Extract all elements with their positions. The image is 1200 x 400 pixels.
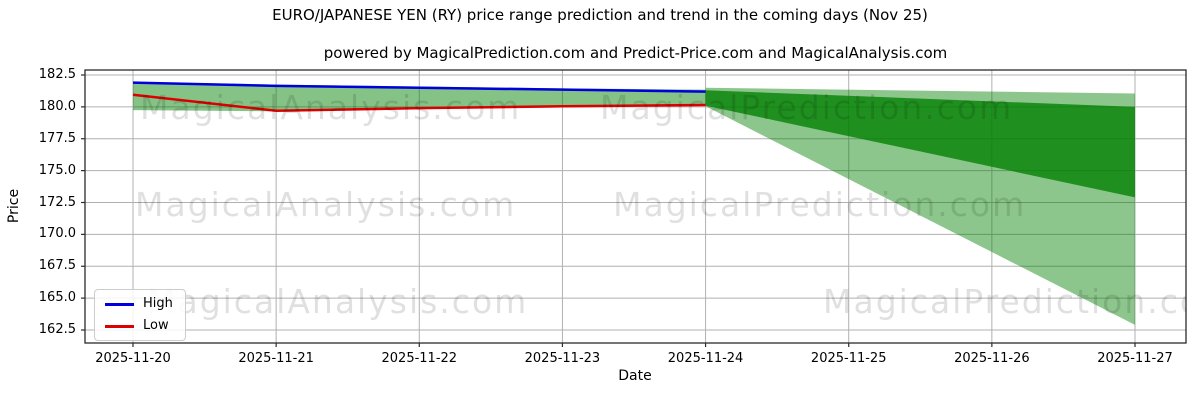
y-tick-label: 177.5 bbox=[38, 130, 76, 146]
x-tick-label: 2025-11-27 bbox=[1097, 351, 1173, 366]
x-tick-label: 2025-11-22 bbox=[381, 351, 458, 366]
high-line bbox=[132, 81, 706, 93]
y-tick-label: 172.5 bbox=[38, 194, 76, 210]
legend-label-high: High bbox=[143, 296, 173, 311]
x-tick-label: 2025-11-20 bbox=[95, 351, 171, 366]
x-tick-label: 2025-11-26 bbox=[954, 351, 1030, 366]
x-tick-label: 2025-11-23 bbox=[524, 351, 601, 366]
y-tick-label: 182.5 bbox=[38, 67, 76, 82]
legend-item-low: Low bbox=[105, 319, 173, 333]
forecast-inner-band bbox=[705, 90, 1135, 198]
y-tick-label: 165.0 bbox=[38, 290, 76, 306]
legend-item-high: High bbox=[105, 297, 173, 311]
x-tick-label: 2025-11-21 bbox=[238, 351, 314, 366]
x-tick-label: 2025-11-25 bbox=[810, 351, 887, 366]
high-line-swatch bbox=[105, 302, 134, 306]
chart-subtitle: powered by MagicalPrediction.com and Pre… bbox=[323, 44, 948, 62]
legend: High Low bbox=[94, 289, 186, 341]
y-axis-label: Price bbox=[6, 188, 22, 224]
legend-label-low: Low bbox=[143, 318, 169, 333]
chart-title: EURO/JAPANESE YEN (RY) price range predi… bbox=[272, 6, 928, 24]
low-line bbox=[132, 93, 706, 112]
y-tick-label: 180.0 bbox=[38, 98, 76, 114]
plot-border bbox=[84, 69, 1187, 344]
low-line-swatch bbox=[105, 324, 134, 328]
y-tick-label: 162.5 bbox=[38, 322, 76, 337]
x-axis-label: Date bbox=[618, 368, 652, 384]
y-tick-label: 170.0 bbox=[38, 226, 76, 242]
x-tick-label: 2025-11-24 bbox=[667, 351, 744, 366]
y-tick-label: 175.0 bbox=[38, 162, 76, 178]
y-tick-label: 167.5 bbox=[38, 258, 76, 274]
